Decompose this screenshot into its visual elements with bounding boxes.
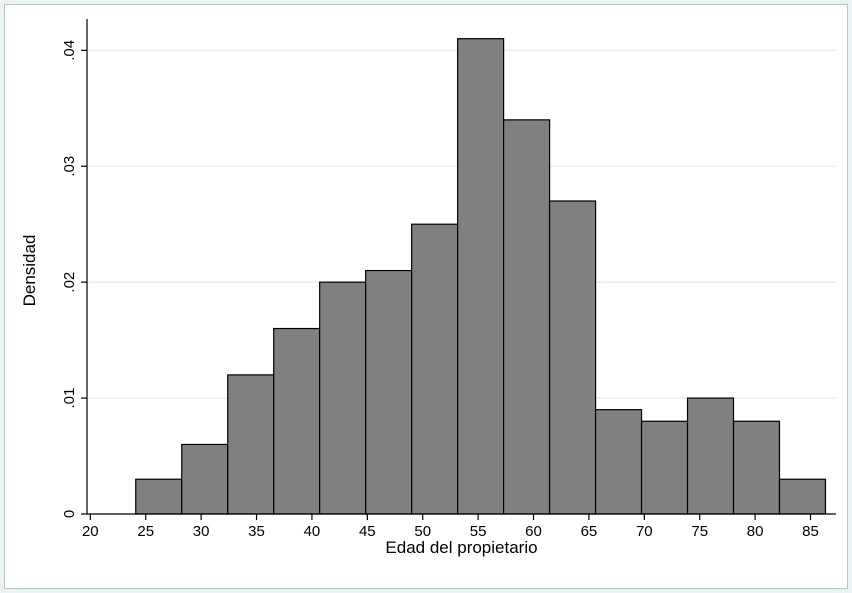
y-axis-ticks: 0 .01 .02 .03 .04 bbox=[61, 40, 87, 518]
histogram-bar-13 bbox=[686, 397, 735, 515]
histogram-bar-12 bbox=[640, 420, 689, 515]
histogram-bar-5 bbox=[319, 281, 367, 515]
y-axis-title: Densidad bbox=[20, 235, 39, 307]
x-tick-label-0: 20 bbox=[82, 523, 99, 540]
histogram-bar-6 bbox=[365, 269, 413, 515]
y-tick-label-4: .04 bbox=[61, 40, 78, 61]
histogram-bar-15 bbox=[778, 478, 827, 515]
x-tick-label-12: 80 bbox=[747, 523, 764, 540]
x-tick-label-4: 40 bbox=[304, 523, 321, 540]
x-axis-title: Edad del propietario bbox=[385, 538, 537, 557]
y-tick-label-1: .01 bbox=[61, 388, 78, 409]
histogram-bar-9 bbox=[503, 119, 551, 515]
histogram-bar-3 bbox=[227, 374, 275, 515]
histogram-bar-4 bbox=[273, 327, 321, 515]
x-tick-label-3: 35 bbox=[248, 523, 265, 540]
x-tick-label-10: 70 bbox=[636, 523, 653, 540]
histogram-bar-2 bbox=[181, 443, 229, 515]
histogram-bars bbox=[135, 38, 827, 515]
histogram-bar-11 bbox=[594, 409, 643, 515]
histogram-bar-1 bbox=[135, 478, 183, 515]
histogram-chart: 0 .01 .02 .03 .04 20 25 30 35 40 45 50 55 60 65 70 75 80… bbox=[20, 19, 836, 557]
histogram-bar-8 bbox=[457, 38, 505, 515]
x-tick-label-2: 30 bbox=[193, 523, 210, 540]
histogram-bar-10 bbox=[548, 200, 597, 515]
x-axis-ticks: 20 25 30 35 40 45 50 55 60 65 70 75 80 85 bbox=[82, 514, 819, 540]
y-tick-label-3: .03 bbox=[61, 156, 78, 177]
y-tick-label-2: .02 bbox=[61, 272, 78, 293]
histogram-bar-14 bbox=[732, 420, 781, 515]
x-tick-label-9: 65 bbox=[581, 523, 598, 540]
histogram-bar-7 bbox=[411, 223, 459, 515]
x-tick-label-6: 50 bbox=[414, 523, 431, 540]
x-tick-label-1: 25 bbox=[137, 523, 154, 540]
axes bbox=[86, 19, 836, 515]
x-tick-label-11: 75 bbox=[691, 523, 708, 540]
y-tick-label-0: 0 bbox=[61, 510, 78, 518]
x-tick-label-5: 45 bbox=[359, 523, 376, 540]
chart-frame: 0 .01 .02 .03 .04 20 25 30 35 40 45 50 55 60 65 70 75 80… bbox=[4, 4, 848, 589]
x-tick-label-8: 60 bbox=[525, 523, 542, 540]
x-tick-label-7: 55 bbox=[470, 523, 487, 540]
x-tick-label-13: 85 bbox=[802, 523, 819, 540]
